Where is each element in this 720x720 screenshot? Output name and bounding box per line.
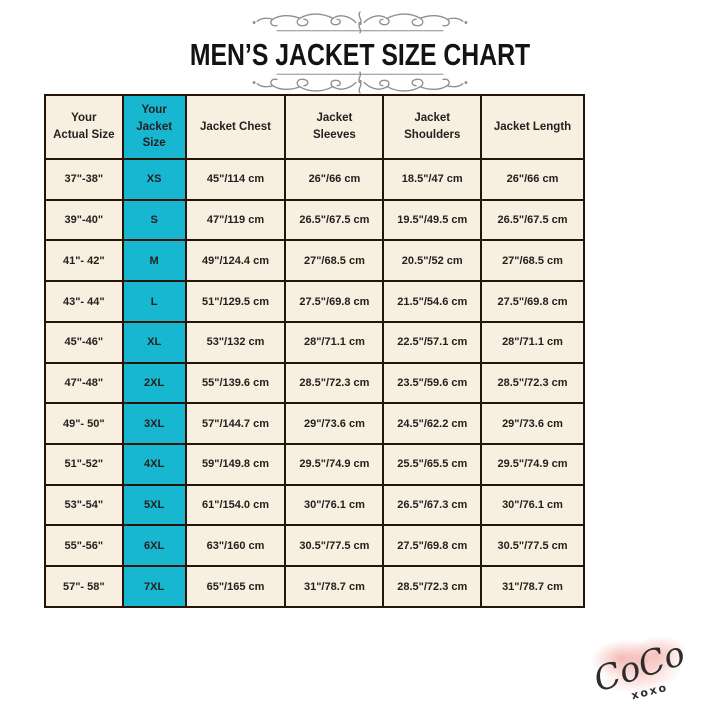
jacket-size-cell: 5XL <box>121 483 187 527</box>
table-cell: 19.5"/49.5 cm <box>382 198 483 242</box>
table-row: 37"-38" XS 45"/114 cm 26"/66 cm 18.5"/47 cm 2… <box>44 158 585 201</box>
table-cell: 28.5"/72.3 cm <box>284 361 385 405</box>
table-cell: 55"-56" <box>44 524 124 568</box>
col-header-jacket-chest: Jacket Chest <box>184 94 287 160</box>
table-row: 45"-46" XL 53"/132 cm 28"/71.1 cm 22.5"/57.1… <box>44 320 585 364</box>
table-row: 55"-56" 6XL 63"/160 cm 30.5"/77.5 cm 27.5"/6… <box>44 524 585 568</box>
table-cell: 24.5"/62.2 cm <box>382 402 483 446</box>
table-cell: 27.5"/69.8 cm <box>382 524 483 568</box>
size-chart-table: Your Actual Size Your Jacket Size Jacket… <box>44 94 585 608</box>
col-header-jacket-shoulders: Jacket Shoulders <box>382 94 483 160</box>
jacket-size-cell: XS <box>121 158 187 201</box>
jacket-size-cell: 3XL <box>121 402 187 446</box>
table-cell: 26.5"/67.5 cm <box>480 198 585 242</box>
table-cell: 30"/76.1 cm <box>480 483 585 527</box>
table-cell: 28.5"/72.3 cm <box>382 565 483 608</box>
table-cell: 18.5"/47 cm <box>382 158 483 201</box>
table-cell: 28"/71.1 cm <box>480 320 585 364</box>
col-header-your-actual-size: Your Actual Size <box>44 94 124 160</box>
table-cell: 29.5"/74.9 cm <box>480 443 585 486</box>
table-row: 41"- 42" M 49"/124.4 cm 27"/68.5 cm 20.5"/52… <box>44 239 585 283</box>
table-cell: 29"/73.6 cm <box>480 402 585 446</box>
header-row: Your Actual Size Your Jacket Size Jacket… <box>44 94 585 160</box>
table-cell: 53"/132 cm <box>184 320 287 364</box>
table-cell: 61"/154.0 cm <box>184 483 287 527</box>
table-cell: 30.5"/77.5 cm <box>284 524 385 568</box>
title-block: MEN’S JACKET SIZE CHART <box>0 10 720 95</box>
table-cell: 55"/139.6 cm <box>184 361 287 405</box>
jacket-size-cell: 6XL <box>121 524 187 568</box>
table-cell: 23.5"/59.6 cm <box>382 361 483 405</box>
table-row: 47"-48" 2XL 55"/139.6 cm 28.5"/72.3 cm 23.5"… <box>44 361 585 405</box>
table-cell: 25.5"/65.5 cm <box>382 443 483 486</box>
table-cell: 29"/73.6 cm <box>284 402 385 446</box>
table-cell: 28"/71.1 cm <box>284 320 385 364</box>
col-header-your-jacket-size: Your Jacket Size <box>121 94 187 160</box>
table-cell: 59"/149.8 cm <box>184 443 287 486</box>
kiss-watermark <box>588 625 692 701</box>
table-cell: 27"/68.5 cm <box>284 239 385 283</box>
table-cell: 30"/76.1 cm <box>284 483 385 527</box>
table-cell: 57"/144.7 cm <box>184 402 287 446</box>
table-cell: 31"/78.7 cm <box>284 565 385 608</box>
jacket-size-cell: XL <box>121 320 187 364</box>
table-cell: 51"-52" <box>44 443 124 486</box>
table-cell: 20.5"/52 cm <box>382 239 483 283</box>
table-row: 39"-40" S 47"/119 cm 26.5"/67.5 cm 19.5"/49.… <box>44 198 585 242</box>
table-cell: 26.5"/67.5 cm <box>284 198 385 242</box>
table-cell: 43"- 44" <box>44 280 124 323</box>
table-cell: 28.5"/72.3 cm <box>480 361 585 405</box>
table-cell: 57"- 58" <box>44 565 124 608</box>
table-row: 57"- 58" 7XL 65"/165 cm 31"/78.7 cm 28.5"/72… <box>44 565 585 608</box>
table-cell: 26"/66 cm <box>480 158 585 201</box>
table-cell: 26.5"/67.3 cm <box>382 483 483 527</box>
col-header-jacket-length: Jacket Length <box>480 94 585 160</box>
table-cell: 31"/78.7 cm <box>480 565 585 608</box>
ornament-flourish-top <box>251 11 469 34</box>
table-cell: 27.5"/69.8 cm <box>284 280 385 323</box>
ornament-flourish-bottom <box>251 71 469 94</box>
table-cell: 22.5"/57.1 cm <box>382 320 483 364</box>
table-cell: 45"/114 cm <box>184 158 287 201</box>
jacket-size-cell: M <box>121 239 187 283</box>
table-cell: 37"-38" <box>44 158 124 201</box>
table-cell: 21.5"/54.6 cm <box>382 280 483 323</box>
brand-name: CoCo <box>589 633 690 701</box>
table-row: 53"-54" 5XL 61"/154.0 cm 30"/76.1 cm 26.5"/6… <box>44 483 585 527</box>
table-row: 49"- 50" 3XL 57"/144.7 cm 29"/73.6 cm 24.5"/… <box>44 402 585 446</box>
table-cell: 29.5"/74.9 cm <box>284 443 385 486</box>
table-cell: 65"/165 cm <box>184 565 287 608</box>
col-header-jacket-sleeves: Jacket Sleeves <box>284 94 385 160</box>
table-row: 51"-52" 4XL 59"/149.8 cm 29.5"/74.9 cm 25.5"… <box>44 443 585 486</box>
jacket-size-cell: 7XL <box>121 565 187 608</box>
jacket-size-cell: 2XL <box>121 361 187 405</box>
jacket-size-cell: 4XL <box>121 443 187 486</box>
table-cell: 27.5"/69.8 cm <box>480 280 585 323</box>
brand-logo: CoCo xoxo <box>588 620 702 712</box>
table-cell: 26"/66 cm <box>284 158 385 201</box>
table-cell: 45"-46" <box>44 320 124 364</box>
table-cell: 41"- 42" <box>44 239 124 283</box>
table-cell: 53"-54" <box>44 483 124 527</box>
jacket-size-cell: S <box>121 198 187 242</box>
table-row: 43"- 44" L 51"/129.5 cm 27.5"/69.8 cm 21.5"/… <box>44 280 585 323</box>
table-cell: 51"/129.5 cm <box>184 280 287 323</box>
table-cell: 47"/119 cm <box>184 198 287 242</box>
table-cell: 39"-40" <box>44 198 124 242</box>
table-body: 37"-38" XS 45"/114 cm 26"/66 cm 18.5"/47 cm 2… <box>44 158 585 608</box>
jacket-size-cell: L <box>121 280 187 323</box>
table-cell: 49"/124.4 cm <box>184 239 287 283</box>
table-cell: 63"/160 cm <box>184 524 287 568</box>
table-cell: 30.5"/77.5 cm <box>480 524 585 568</box>
table-cell: 47"-48" <box>44 361 124 405</box>
table-header: Your Actual Size Your Jacket Size Jacket… <box>44 94 585 160</box>
table-cell: 27"/68.5 cm <box>480 239 585 283</box>
table-cell: 49"- 50" <box>44 402 124 446</box>
brand-tagline: xoxo <box>629 680 670 703</box>
page-title: MEN’S JACKET SIZE CHART <box>189 37 531 72</box>
